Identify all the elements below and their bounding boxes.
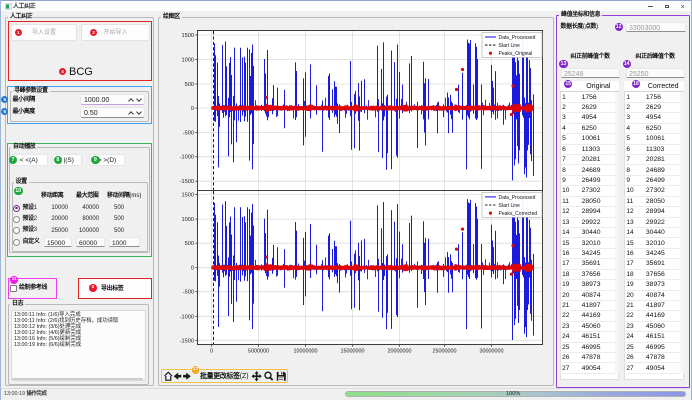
svg-text:15000000: 15000000 bbox=[341, 349, 365, 355]
svg-text:25000000: 25000000 bbox=[433, 349, 457, 355]
svg-text:Start Line: Start Line bbox=[499, 43, 521, 49]
svg-text:500: 500 bbox=[185, 82, 194, 88]
svg-text:1500: 1500 bbox=[182, 33, 194, 39]
svg-text:1500: 1500 bbox=[182, 193, 194, 199]
svg-text:5000000: 5000000 bbox=[248, 349, 269, 355]
svg-text:-1000: -1000 bbox=[180, 314, 194, 320]
svg-text:0: 0 bbox=[210, 349, 213, 355]
svg-text:1000: 1000 bbox=[182, 58, 194, 64]
svg-text:-500: -500 bbox=[183, 290, 194, 296]
svg-text:-1500: -1500 bbox=[180, 338, 194, 344]
svg-text:0: 0 bbox=[191, 266, 194, 272]
svg-text:10000000: 10000000 bbox=[294, 349, 318, 355]
svg-text:Peaks_Corrected: Peaks_Corrected bbox=[499, 211, 538, 217]
svg-text:20000000: 20000000 bbox=[388, 349, 412, 355]
svg-text:Peaks_Original: Peaks_Original bbox=[499, 51, 533, 57]
svg-text:30000000: 30000000 bbox=[480, 349, 504, 355]
svg-text:1000: 1000 bbox=[182, 217, 194, 223]
svg-text:Data_Processed: Data_Processed bbox=[499, 195, 536, 201]
svg-text:0: 0 bbox=[191, 106, 194, 112]
svg-text:-1000: -1000 bbox=[180, 155, 194, 161]
svg-text:Data_Processed: Data_Processed bbox=[499, 35, 536, 41]
svg-text:Start Line: Start Line bbox=[499, 203, 521, 209]
svg-text:-1500: -1500 bbox=[180, 179, 194, 185]
svg-text:-500: -500 bbox=[183, 131, 194, 137]
svg-text:500: 500 bbox=[185, 241, 194, 247]
